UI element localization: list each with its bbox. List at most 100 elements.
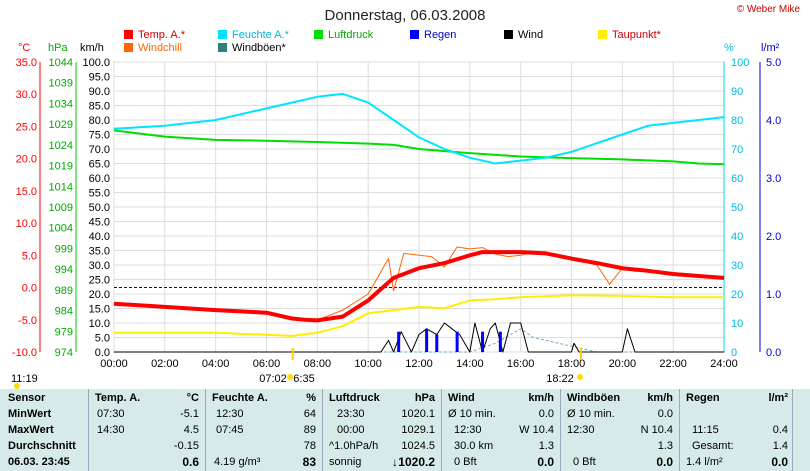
rain-day-label: 1.4 l/m²: [686, 456, 723, 468]
rain-tick-label: 3.0: [766, 173, 781, 185]
humidity-tick-label: 20: [731, 289, 743, 301]
rain-tick-label: 4.0: [766, 115, 781, 127]
legend-swatch-0: [124, 30, 133, 39]
temp-unit-label: °C: [18, 42, 30, 54]
pressure-tick-label: 1044: [49, 57, 73, 69]
humidity-current-value: 83: [302, 455, 316, 469]
speed-tick-label: 70.0: [89, 144, 110, 156]
temp-header: Temp. A.: [95, 392, 141, 404]
temp-avg-value: -0.15: [173, 440, 199, 452]
series-line-windben: [114, 328, 724, 353]
rain-bar: [425, 328, 429, 352]
gust-bft-label: 0 Bft: [573, 456, 596, 468]
rain-tick-label: 2.0: [766, 231, 781, 243]
temp-current-value: 0.6: [182, 455, 199, 469]
speed-tick-label: 55.0: [89, 188, 110, 200]
wind-header: Wind: [448, 392, 475, 404]
wind-avg-label: Ø 10 min.: [448, 408, 496, 420]
x-tick-label: 14:00: [456, 358, 484, 370]
legend-swatch-6: [124, 43, 133, 52]
pressure-tick-label: 1019: [49, 161, 73, 173]
speed-tick-label: 25.0: [89, 275, 110, 287]
temp-tick-label: 15.0: [16, 186, 37, 198]
pressure-forecast-label: sonnig: [329, 456, 362, 468]
pressure-tick-label: 1009: [49, 202, 73, 214]
gust-max-value: N 10.4: [640, 424, 673, 436]
x-tick-label: 16:00: [507, 358, 535, 370]
speed-tick-label: 10.0: [89, 318, 110, 330]
speed-tick-label: 15.0: [89, 304, 110, 316]
humidity-tick-label: 70: [731, 144, 743, 156]
humidity-tick-label: 10: [731, 318, 743, 330]
wind-run-label: 30.0 km: [454, 440, 494, 452]
pressure-panel: Luftdruck hPa 23:30 1020.1 00:00 1029.1 …: [323, 389, 441, 471]
speed-tick-label: 100.0: [82, 57, 110, 69]
temp-tick-label: -5.0: [18, 315, 37, 327]
temp-min-time: 07:30: [97, 408, 125, 420]
wind-mean-value: 1.3: [538, 440, 554, 452]
x-tick-label: 20:00: [609, 358, 637, 370]
gust-header: Windböen: [567, 392, 621, 404]
chart-title: Donnerstag, 06.03.2008: [325, 7, 486, 24]
pressure-trend-label: ^1.0hPa/h: [329, 440, 379, 452]
avg-label: Durchschnitt: [8, 440, 76, 452]
rain-tick-label: 5.0: [766, 57, 781, 69]
legend-swatch-1: [218, 30, 227, 39]
humidity-tick-label: 50: [731, 202, 743, 214]
humidity-min-time: 12:30: [216, 408, 244, 420]
humidity-tick-label: 90: [731, 86, 743, 98]
rain-bar: [397, 331, 401, 352]
humidity-absolute-value: 4.19 g/m³: [214, 456, 261, 468]
statistics-table: Sensor MinWert MaxWert Durchschnitt 06.0…: [0, 389, 810, 471]
pressure-tick-label: 999: [55, 243, 73, 255]
pressure-max-value: 1029.1: [401, 424, 435, 436]
speed-tick-label: 5.0: [95, 333, 110, 345]
speed-tick-label: 45.0: [89, 217, 110, 229]
temp-min-value: -5.1: [180, 408, 199, 420]
temp-tick-label: 30.0: [16, 89, 37, 101]
humidity-max-time: 07:45: [216, 424, 244, 436]
rain-bar: [435, 334, 439, 352]
sensor-header: Sensor: [8, 392, 46, 404]
gust-unit: km/h: [647, 392, 673, 404]
gust-current-value: 0.0: [656, 455, 673, 469]
legend-label-5: Taupunkt*: [612, 29, 662, 41]
series-line-taupunkt: [114, 294, 724, 337]
gust-avg-label: Ø 10 min.: [567, 408, 615, 420]
rain-last-value: 0.4: [772, 424, 788, 436]
chart-marks: [113, 92, 725, 360]
x-tick-label: 18:00: [558, 358, 586, 370]
chart-legend: Temp. A.* Feuchte A.* Luftdruck Regen Wind Ta…: [124, 29, 662, 54]
pressure-tick-label: 1004: [49, 223, 73, 235]
humidity-tick-label: 100: [731, 57, 749, 69]
temp-max-value: 4.5: [183, 424, 199, 436]
legend-label-2: Luftdruck: [328, 29, 374, 41]
speed-tick-label: 40.0: [89, 231, 110, 243]
wind-panel: Wind km/h Ø 10 min. 0.0 12:30 W 10.4 30.…: [442, 389, 560, 471]
speed-tick-label: 0.0: [95, 347, 110, 359]
speed-tick-label: 20.0: [89, 289, 110, 301]
legend-label-3: Regen: [424, 29, 456, 41]
rain-tick-label: 0.0: [766, 347, 781, 359]
speed-tick-label: 85.0: [89, 101, 110, 113]
pressure-tick-label: 994: [55, 264, 73, 276]
rain-header: Regen: [686, 392, 720, 404]
pressure-unit: hPa: [414, 392, 435, 404]
humidity-min-value: 64: [303, 408, 316, 420]
pressure-unit-label: hPa: [48, 42, 68, 54]
x-tick-label: 08:00: [304, 358, 332, 370]
humidity-unit-label: %: [724, 42, 734, 54]
speed-tick-label: 75.0: [89, 130, 110, 142]
wind-avg-value: 0.0: [538, 408, 554, 420]
rain-unit: l/m²: [768, 392, 788, 404]
legend-label-7: Windböen*: [232, 42, 287, 54]
temp-tick-label: -10.0: [12, 347, 37, 359]
rain-unit-label: l/m²: [761, 42, 780, 54]
speed-tick-label: 60.0: [89, 173, 110, 185]
humidity-tick-label: 30: [731, 260, 743, 272]
speed-tick-label: 90.0: [89, 86, 110, 98]
pressure-tick-label: 1024: [49, 140, 73, 152]
speed-tick-label: 95.0: [89, 72, 110, 84]
humidity-tick-label: 60: [731, 173, 743, 185]
